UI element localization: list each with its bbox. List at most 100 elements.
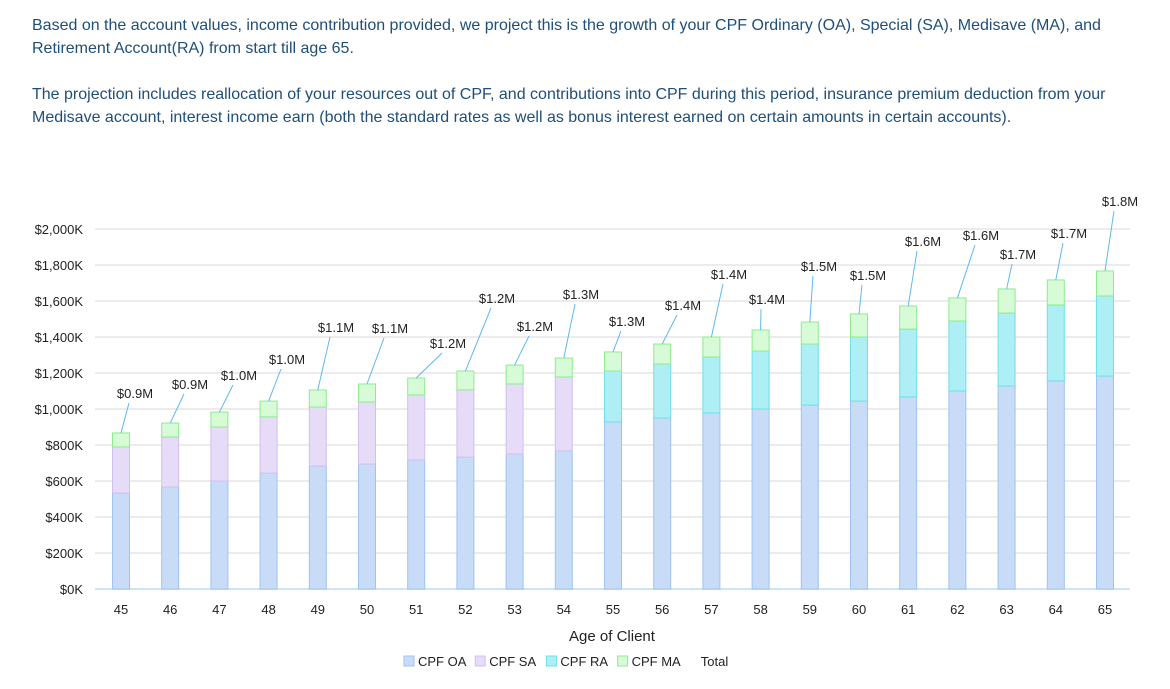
bar-cpf-oa: [358, 463, 376, 590]
data-label-leader: [809, 275, 814, 323]
x-tick-label: 64: [1049, 602, 1063, 617]
data-label-leader: [612, 330, 622, 353]
x-tick-label: 61: [901, 602, 915, 617]
data-label-leader: [661, 314, 678, 345]
bar-cpf-oa: [1096, 375, 1114, 590]
bar-cpf-oa: [505, 453, 524, 590]
data-label: $1.0M: [221, 368, 257, 383]
data-label: $1.6M: [963, 228, 999, 243]
data-label-leader: [1006, 263, 1013, 290]
x-tick-label: 59: [803, 602, 817, 617]
legend-label: Total: [701, 654, 729, 669]
bar-cpf-sa: [259, 416, 278, 474]
data-label-leader: [956, 244, 976, 299]
bar-cpf-oa: [653, 417, 672, 590]
x-tick-label: 56: [655, 602, 669, 617]
bar-cpf-sa: [554, 376, 573, 452]
data-label-leader: [317, 336, 331, 391]
data-label: $1.1M: [372, 321, 408, 336]
bar-cpf-oa: [210, 480, 229, 590]
bar-cpf-sa: [161, 436, 180, 488]
legend-swatch: [474, 655, 486, 667]
data-label-leader: [1055, 242, 1064, 281]
bar-cpf-oa: [850, 400, 868, 590]
bar-cpf-ra: [1046, 304, 1065, 382]
x-tick-label: 46: [163, 602, 177, 617]
data-label-leader: [169, 393, 185, 424]
bar-cpf-ra: [702, 356, 721, 414]
bar-cpf-oa: [751, 408, 770, 590]
bar-cpf-ma: [1046, 279, 1065, 306]
bar-cpf-ma: [358, 383, 376, 403]
bar-cpf-sa: [407, 394, 426, 461]
bar-cpf-sa: [308, 406, 327, 467]
bar-cpf-sa: [358, 401, 376, 465]
bar-cpf-oa: [604, 421, 622, 590]
data-label: $1.7M: [1051, 226, 1087, 241]
bar-cpf-oa: [308, 465, 327, 590]
intro-text: Based on the account values, income cont…: [32, 14, 1132, 152]
bar-cpf-ma: [210, 411, 229, 428]
bar-cpf-ma: [800, 321, 819, 345]
bar-cpf-ma: [112, 432, 130, 448]
data-label: $1.5M: [801, 259, 837, 274]
data-label: $1.3M: [563, 287, 599, 302]
data-label: $1.4M: [711, 267, 747, 282]
bar-cpf-ra: [899, 328, 918, 398]
bar-cpf-sa: [112, 446, 130, 494]
bar-cpf-sa: [456, 389, 475, 458]
data-label-leader: [907, 250, 918, 307]
data-label: $1.5M: [850, 268, 886, 283]
y-tick-label: $800K: [45, 438, 83, 453]
x-tick-label: 49: [311, 602, 325, 617]
bar-cpf-ma: [899, 305, 918, 330]
y-tick-label: $600K: [45, 474, 83, 489]
bar-cpf-oa: [112, 492, 130, 590]
bar-cpf-ma: [554, 357, 573, 378]
data-label-leader: [710, 283, 724, 338]
bar-cpf-ra: [800, 343, 819, 406]
data-label: $1.2M: [517, 319, 553, 334]
y-tick-label: $1,000K: [35, 402, 84, 417]
x-tick-label: 47: [212, 602, 226, 617]
bar-cpf-ra: [850, 336, 868, 402]
bar-cpf-ma: [1096, 270, 1114, 297]
data-label: $1.4M: [749, 292, 785, 307]
data-label-leader: [464, 307, 492, 372]
x-tick-label: 62: [950, 602, 964, 617]
bar-cpf-oa: [1046, 380, 1065, 590]
legend-label: CPF RA: [560, 654, 608, 669]
y-tick-label: $0K: [60, 582, 83, 597]
x-tick-label: 48: [261, 602, 275, 617]
legend-swatch: [545, 655, 557, 667]
intro-paragraph-2: The projection includes reallocation of …: [32, 86, 1106, 126]
bar-cpf-oa: [702, 412, 721, 590]
x-tick-label: 58: [753, 602, 767, 617]
bar-cpf-ma: [653, 343, 672, 365]
y-tick-label: $400K: [45, 510, 83, 525]
x-tick-label: 57: [704, 602, 718, 617]
y-tick-label: $200K: [45, 546, 83, 561]
data-label: $1.3M: [609, 314, 645, 329]
bar-cpf-ma: [505, 364, 524, 385]
bar-cpf-oa: [259, 472, 278, 590]
y-tick-label: $1,800K: [35, 258, 84, 273]
x-tick-label: 51: [409, 602, 423, 617]
bar-cpf-ma: [850, 313, 868, 338]
legend-label: CPF OA: [418, 654, 467, 669]
data-label: $0.9M: [117, 386, 153, 401]
data-label: $1.0M: [269, 352, 305, 367]
x-tick-label: 54: [557, 602, 571, 617]
x-tick-label: 65: [1098, 602, 1112, 617]
bar-cpf-ma: [308, 389, 327, 408]
bar-cpf-oa: [554, 450, 573, 590]
data-label-leader: [563, 303, 576, 359]
x-tick-label: 45: [114, 602, 128, 617]
data-label: $1.4M: [665, 298, 701, 313]
bar-cpf-sa: [505, 383, 524, 455]
bar-cpf-oa: [161, 486, 180, 590]
legend-swatch: [617, 655, 629, 667]
data-label-leader: [366, 337, 385, 385]
data-label: $0.9M: [172, 377, 208, 392]
